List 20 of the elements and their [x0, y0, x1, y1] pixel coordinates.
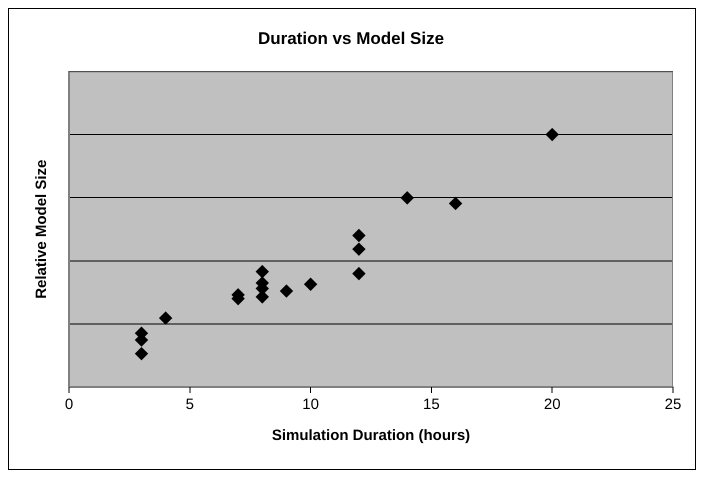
- point: [352, 242, 366, 256]
- point: [280, 284, 293, 298]
- x-tick-label: 0: [64, 396, 74, 414]
- x-tick-label: 5: [186, 396, 194, 414]
- x-tick-label: 20: [544, 396, 561, 414]
- x-axis-title: Simulation Duration (hours): [272, 427, 470, 444]
- point: [134, 347, 148, 360]
- point: [352, 267, 366, 280]
- point: [304, 278, 318, 291]
- y-axis-title: Relative Model Size: [33, 160, 50, 299]
- point: [352, 229, 366, 242]
- x-tick-label: 10: [302, 396, 319, 414]
- point: [400, 191, 414, 204]
- x-tick-label: 25: [664, 396, 682, 414]
- x-tick-label: 15: [423, 396, 440, 414]
- point: [256, 265, 269, 278]
- point: [449, 196, 462, 210]
- point: [546, 128, 559, 142]
- chart-title: Duration vs Model Size: [258, 28, 444, 48]
- point: [159, 312, 172, 325]
